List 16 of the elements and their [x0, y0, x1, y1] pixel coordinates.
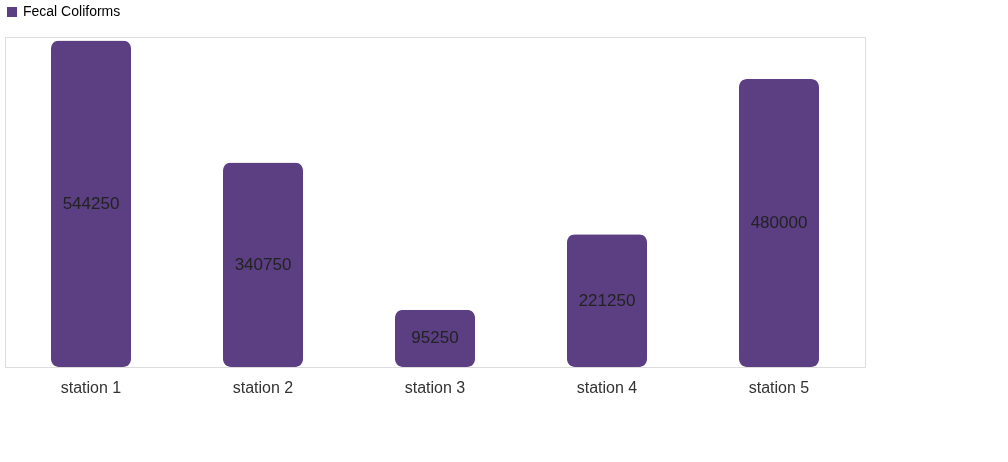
bar — [395, 309, 475, 367]
bar — [51, 40, 131, 367]
x-tick-label: station 4 — [576, 378, 638, 396]
data-label: 340750 — [234, 254, 292, 274]
data-label: 221250 — [578, 290, 636, 310]
data-label: 480000 — [750, 213, 808, 232]
bar — [567, 234, 647, 367]
legend-label: Fecal Coliforms — [23, 3, 121, 19]
data-label: 95250 — [411, 328, 459, 348]
x-tick-label: station 3 — [404, 378, 466, 396]
x-tick-label: station 1 — [60, 378, 122, 396]
data-label: 544250 — [62, 193, 120, 213]
bar — [223, 162, 303, 367]
x-tick-label: station 5 — [748, 378, 810, 396]
bar — [739, 79, 819, 367]
x-tick-label: station 2 — [232, 378, 294, 396]
